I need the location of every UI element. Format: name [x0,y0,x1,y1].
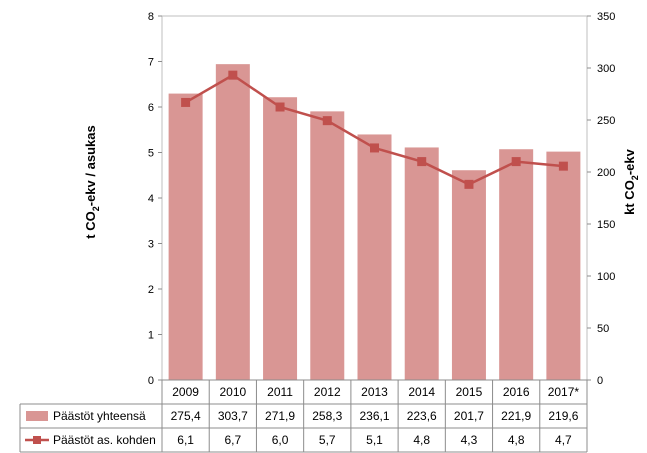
category-label: 2013 [361,385,388,399]
line-point-2017* [558,161,568,171]
y-axis-title-left: t CO2-ekv / asukas [83,125,101,238]
bar-2014 [404,147,439,380]
category-label: 2010 [219,385,246,399]
line-point-2013 [370,143,379,153]
data-label-bar: 258,3 [312,409,342,423]
bar-2009 [168,93,203,381]
category-label: 2012 [314,385,341,399]
data-label-line: 6,1 [177,433,194,447]
data-label-bar: 271,9 [265,409,295,423]
right-tick-label: 250 [597,115,615,127]
line-point-2012 [322,116,332,126]
left-tick-label: 2 [148,284,154,296]
line-point-2014 [417,157,427,167]
left-tick-label: 8 [148,11,154,23]
right-tick-label: 300 [597,63,615,75]
category-label: 2015 [456,385,483,399]
data-label-bar: 223,6 [407,409,437,423]
right-tick-label: 0 [597,375,603,387]
line-point-2016 [511,157,521,167]
left-tick-label: 7 [148,57,154,69]
category-label: 2016 [503,385,530,399]
bar-2015 [451,170,486,380]
bar-2017* [546,151,581,380]
data-label-line: 4,8 [508,433,525,447]
legend-swatch-bar [26,411,48,421]
category-label: 2011 [267,385,293,399]
left-tick-label: 0 [148,375,154,387]
category-label: 2009 [172,385,199,399]
data-label-line: 5,7 [319,433,336,447]
legend-label-line: Päästöt as. kohden [53,433,156,447]
data-label-bar: 219,6 [548,409,578,423]
bar-2010 [215,64,250,380]
data-label-line: 4,8 [413,433,430,447]
left-tick-label: 5 [148,148,154,160]
category-label: 2014 [408,385,435,399]
line-point-2010 [228,70,238,80]
line-point-2009 [181,97,191,107]
data-label-line: 6,7 [224,433,241,447]
bar-2013 [357,134,392,380]
right-tick-label: 200 [597,167,615,179]
left-tick-label: 4 [148,193,154,205]
right-tick-label: 350 [597,11,615,23]
category-label: 2017* [548,385,580,399]
left-tick-label: 1 [148,330,154,342]
data-label-line: 5,1 [366,433,383,447]
left-tick-label: 3 [148,239,154,251]
data-label-line: 4,3 [461,433,478,447]
right-tick-label: 50 [597,323,609,335]
legend-swatch-marker [33,436,41,444]
data-label-bar: 236,1 [359,409,389,423]
data-label-bar: 201,7 [454,409,484,423]
left-tick-label: 6 [148,102,154,114]
bar-2011 [263,97,298,380]
data-label-bar: 303,7 [218,409,248,423]
line-point-2015 [464,179,474,189]
bar-2012 [310,111,345,381]
right-tick-label: 100 [597,271,615,283]
line-point-2011 [275,102,285,112]
y-axis-title-right: kt CO2-ekv [622,148,640,214]
legend-label-bar: Päästöt yhteensä [53,409,146,423]
data-label-bar: 275,4 [171,409,201,423]
data-label-line: 6,0 [272,433,289,447]
bar-2016 [499,149,534,380]
data-label-bar: 221,9 [501,409,531,423]
right-tick-label: 150 [597,219,615,231]
data-label-line: 4,7 [555,433,572,447]
